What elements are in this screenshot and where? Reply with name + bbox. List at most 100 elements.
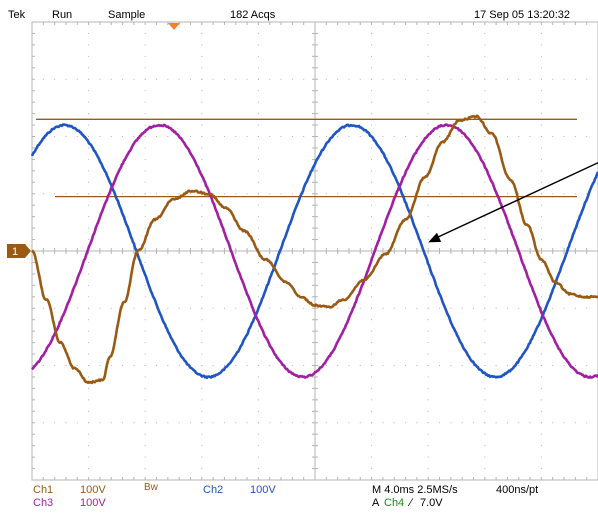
grid-dot <box>201 468 203 470</box>
grid-dot <box>484 90 486 92</box>
grid-dot <box>144 32 146 34</box>
grid-dot <box>110 422 112 424</box>
grid-dot <box>122 193 124 195</box>
grid-dot <box>495 422 497 424</box>
grid-dot <box>529 307 531 309</box>
grid-dot <box>325 136 327 137</box>
grid-dot <box>178 193 180 195</box>
grid-dot <box>201 307 203 309</box>
grid-dot <box>371 456 373 458</box>
grid-dot <box>506 136 508 137</box>
grid-dot <box>110 365 112 366</box>
grid-dot <box>212 307 214 309</box>
grid-dot <box>484 342 486 344</box>
grid-dot <box>291 365 293 366</box>
grid-dot <box>540 216 542 218</box>
grid-dot <box>348 422 350 424</box>
grid-dot <box>201 284 203 286</box>
grid-dot <box>88 44 90 46</box>
grid-dot <box>348 365 350 366</box>
grid-dot <box>540 365 542 366</box>
grid-dot <box>88 296 90 298</box>
grid-dot <box>201 78 203 80</box>
readout-bar: Ch1 100V Bw Ch2 100V M 4.0ms 2.5MS/s 400… <box>0 482 598 515</box>
grid-dot <box>144 193 146 195</box>
grid-dot <box>563 307 565 309</box>
grid-dot <box>427 170 429 172</box>
grid-dot <box>529 365 531 366</box>
grid-dot <box>461 307 463 309</box>
grid-dot <box>337 78 339 80</box>
grid-dot <box>144 410 146 412</box>
grid-dot <box>484 216 486 218</box>
grid-dot <box>337 422 339 424</box>
grid-dot <box>257 101 259 103</box>
grid-dot <box>371 55 373 57</box>
grid-dot <box>156 136 158 137</box>
grid-dot <box>574 136 576 137</box>
grid-dot <box>88 170 90 172</box>
grid-dot <box>88 261 90 263</box>
grid-dot <box>540 433 542 435</box>
grid-dot <box>540 136 542 137</box>
grid-dot <box>88 284 90 286</box>
grid-dot <box>472 307 474 309</box>
grid-dot <box>371 227 373 229</box>
grid-dot <box>280 78 282 80</box>
grid-dot <box>540 181 542 183</box>
grid-dot <box>484 330 486 332</box>
grid-dot <box>167 422 169 424</box>
grid-dot <box>99 193 101 195</box>
grid-dot <box>427 113 429 115</box>
grid-dot <box>88 239 90 241</box>
grid-dot <box>257 433 259 435</box>
acquisition-count: 182 Acqs <box>230 9 276 21</box>
grid-dot <box>371 32 373 34</box>
grid-dot <box>427 239 429 241</box>
grid-dot <box>257 273 259 275</box>
grid-dot <box>529 422 531 424</box>
grid-dot <box>484 181 486 183</box>
trigger-slope-icon: ∕ <box>410 497 412 509</box>
grid-dot <box>235 422 237 424</box>
grid-dot <box>88 227 90 229</box>
grid-dot <box>540 44 542 46</box>
grid-dot <box>371 353 373 355</box>
grid-dot <box>201 273 203 275</box>
grid-dot <box>416 307 418 309</box>
grid-dot <box>144 399 146 401</box>
grid-dot <box>88 90 90 92</box>
grid-dot <box>167 307 169 309</box>
grid-dot <box>371 284 373 286</box>
ch2-scale: 100V <box>250 484 276 496</box>
grid-dot <box>574 307 576 309</box>
grid-dot <box>371 319 373 321</box>
grid-dot <box>540 468 542 470</box>
grid-dot <box>439 422 441 424</box>
grid-dot <box>484 113 486 115</box>
grid-dot <box>144 296 146 298</box>
grid-dot <box>201 445 203 447</box>
grid-dot <box>563 422 565 424</box>
grid-dot <box>484 456 486 458</box>
grid-dot <box>484 307 486 309</box>
annotation-arrow-head <box>428 232 442 243</box>
grid-dot <box>269 365 271 366</box>
grid-dot <box>201 410 203 412</box>
grid-dot <box>201 170 203 172</box>
grid-dot <box>405 78 407 80</box>
grid-dot <box>303 193 305 195</box>
grid-dot <box>144 330 146 332</box>
status-bar: Tek Run Sample 182 Acqs 17 Sep 05 13:20:… <box>0 0 598 22</box>
grid-dot <box>257 422 259 424</box>
grid-dot <box>427 284 429 286</box>
grid-dot <box>246 422 248 424</box>
grid-dot <box>439 365 441 366</box>
grid-dot <box>235 193 237 195</box>
grid-dot <box>427 399 429 401</box>
grid-dot <box>325 422 327 424</box>
grid-dot <box>371 376 373 378</box>
grid-dot <box>359 193 361 195</box>
grid-dot <box>484 445 486 447</box>
grid-dot <box>291 136 293 137</box>
